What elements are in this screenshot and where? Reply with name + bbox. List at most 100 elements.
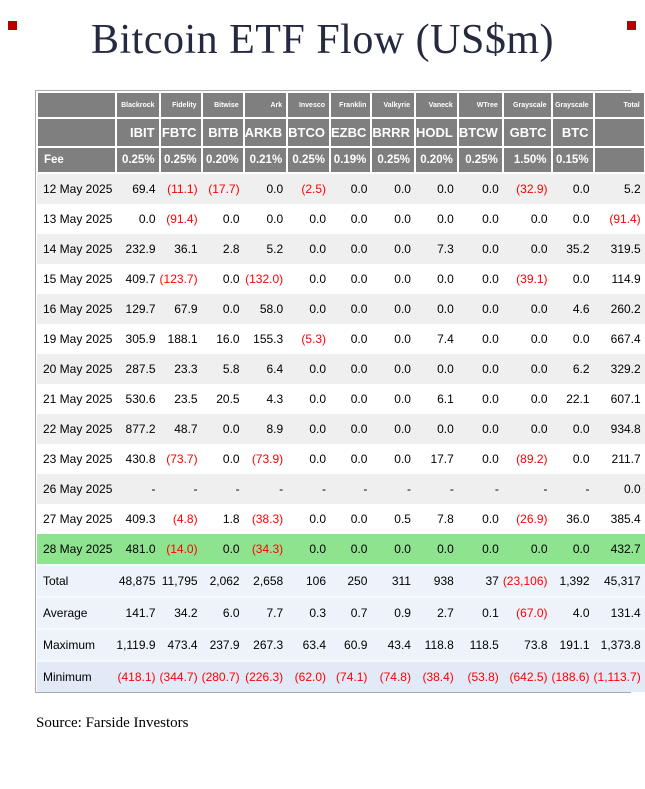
value-cell: 7.4 [437,332,454,346]
value-cell: 260.2 [610,302,641,316]
value-cell: (73.7) [166,452,198,466]
value-cell: 114.9 [611,272,641,286]
value-cell: 0.5 [394,512,411,526]
value-cell: 0.0 [222,452,240,466]
summary-value-cell: (1,113.7) [593,670,641,684]
summary-value-cell: 73.8 [524,638,548,652]
value-cell: 5.8 [222,362,240,376]
provider-header: WTree [456,91,504,119]
value-cell: 0.0 [572,212,590,226]
value-cell: (26.9) [516,512,548,526]
value-cell: 0.0 [572,422,590,436]
value-cell: 4.6 [572,302,590,316]
page-title: Bitcoin ETF Flow (US$m) [90,17,555,63]
provider-header: Grayscale [501,91,553,119]
value-cell: 0.0 [222,422,240,436]
fee-value: 0.20% [200,146,245,174]
table-row: 21 May 2025 530.6 23.5 20.5 4.3 0.0 0.0 0.0 6.1 0… [37,384,645,414]
value-cell: (132.0) [245,272,284,286]
ticker-header: BTCO [286,117,332,148]
summary-label: Minimum [43,670,92,684]
summary-value-cell: 6.0 [222,606,240,620]
fee-row-label: Fee [35,146,118,174]
total-column-header: Total [592,91,645,119]
value-cell: (123.7) [159,272,198,286]
table-row: 20 May 2025 287.5 23.3 5.8 6.4 0.0 0.0 0.0 0.0 0.… [37,354,645,384]
blank-cell [35,117,118,148]
value-cell: 385.4 [610,512,641,526]
value-cell: - [585,482,590,496]
ticker-header: EZBC [329,117,373,148]
value-cell: 0.0 [482,512,499,526]
value-cell: 16.0 [216,332,240,346]
summary-value-cell: 0.9 [394,606,411,620]
summary-row: Maximum 1,119.9 473.4 237.9 267.3 63.4 60.9 43.… [37,629,645,661]
value-cell: 7.8 [437,512,454,526]
value-cell: 0.0 [530,542,548,556]
value-cell: 0.0 [482,212,499,226]
value-cell: 0.0 [222,542,240,556]
provider-header: Franklin [329,91,373,119]
value-cell: 0.0 [309,212,327,226]
value-cell: 430.8 [125,452,156,466]
summary-value-cell: 0.3 [309,606,327,620]
summary-value-cell: 1,119.9 [116,638,156,652]
value-cell: - [406,482,411,496]
value-cell: 0.0 [482,302,499,316]
summary-value-cell: (74.1) [336,670,368,684]
summary-value-cell: 0.7 [350,606,368,620]
summary-value-cell: 2,658 [253,574,284,588]
value-cell: 232.9 [125,242,156,256]
value-cell: 0.0 [572,542,590,556]
value-cell: 188.1 [167,332,198,346]
value-cell: 0.0 [394,182,411,196]
summary-value-cell: (53.8) [467,670,499,684]
value-cell: 0.0 [350,512,368,526]
table-row: 14 May 2025 232.9 36.1 2.8 5.2 0.0 0.0 0.0 7.3 0.… [37,234,645,264]
value-cell: 0.0 [394,332,411,346]
value-cell: 35.2 [566,242,590,256]
value-cell: 0.0 [350,452,368,466]
value-cell: 67.9 [174,302,198,316]
value-cell: 0.0 [394,302,411,316]
source-attribution: Source: Farside Investors [36,715,189,731]
red-corner-mark-right [627,21,636,30]
value-cell: 0.0 [350,302,368,316]
value-cell: 0.0 [530,242,548,256]
summary-value-cell: 311 [391,574,411,588]
value-cell: 4.3 [266,392,284,406]
value-cell: 0.0 [482,542,499,556]
value-cell: 0.0 [309,422,327,436]
provider-header: Bitwise [200,91,245,119]
ticker-header: ARKB [242,117,289,148]
summary-value-cell: 473.4 [167,638,198,652]
value-cell: 0.0 [350,362,368,376]
summary-value-cell: 37 [485,574,499,588]
provider-header: Ark [242,91,289,119]
summary-value-cell: 118.8 [424,638,454,652]
date-cell: 22 May 2025 [43,422,113,436]
fee-value: 0.19% [329,146,373,174]
daily-flow-rows: 12 May 2025 69.4 (11.1) (17.7) 0.0 (2.5) 0.0 0.… [37,173,645,565]
fee-value: 0.25% [115,146,161,174]
fee-value: 0.25% [158,146,203,174]
value-cell: 0.0 [350,182,368,196]
table-row: 16 May 2025 129.7 67.9 0.0 58.0 0.0 0.0 0.0 0.0 0… [37,294,645,324]
summary-value-cell: (74.8) [379,670,411,684]
summary-value-cell: 131.4 [610,606,641,620]
value-cell: (5.3) [301,332,327,346]
value-cell: (91.4) [166,212,198,226]
ticker-header: BITB [200,117,245,148]
value-cell: 8.9 [266,422,284,436]
value-cell: 0.0 [530,362,548,376]
value-cell: 0.0 [222,212,240,226]
table-row: 26 May 2025 - - - - - - - - - - - 0.0 [37,474,645,504]
value-cell: 305.9 [125,332,156,346]
ticker-header: IBIT [115,117,161,148]
summary-value-cell: 60.9 [344,638,368,652]
fee-value: 0.25% [456,146,504,174]
value-cell: 129.7 [125,302,156,316]
value-cell: 0.0 [482,272,499,286]
date-cell: 26 May 2025 [43,482,113,496]
value-cell: 0.0 [309,452,327,466]
